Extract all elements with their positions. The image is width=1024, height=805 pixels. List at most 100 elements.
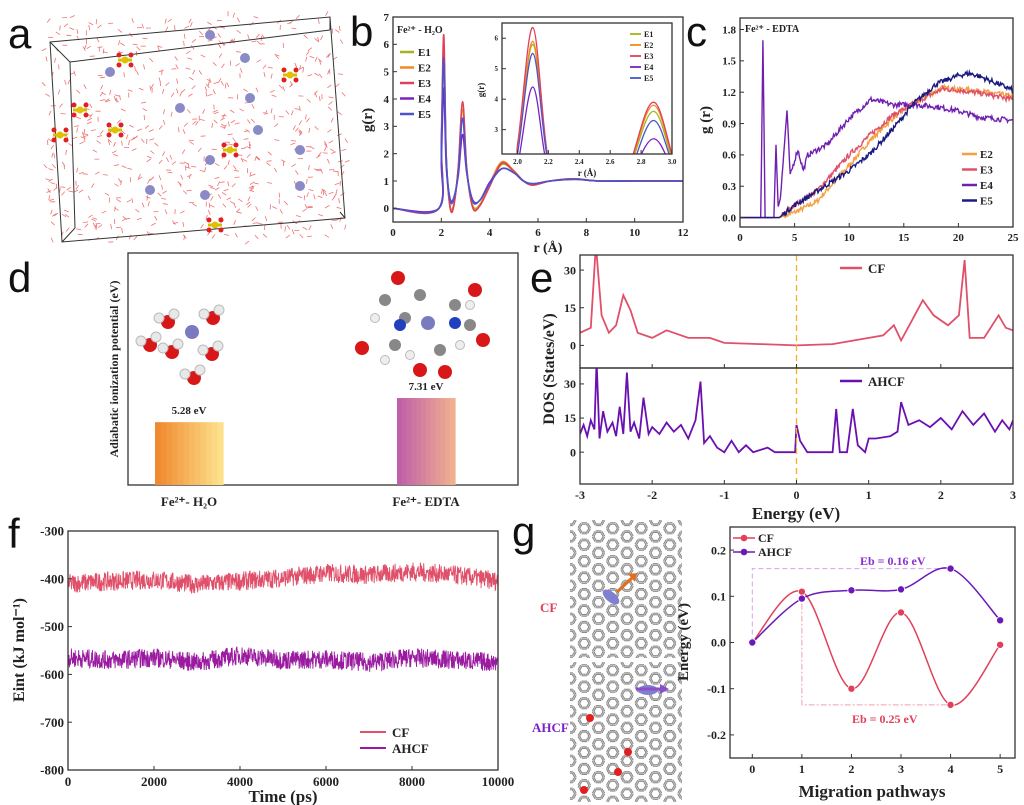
- oxygen-atom: [118, 132, 124, 138]
- fe-ion: [205, 155, 215, 165]
- inset-series-line-E4: [519, 86, 667, 154]
- legend-label-E3: E3: [980, 165, 993, 177]
- fe-ion: [295, 181, 305, 191]
- x-tick-label: 3: [898, 762, 904, 776]
- x-tick-label: 2: [439, 227, 445, 239]
- y-tick-label: 0: [570, 339, 576, 353]
- fe-ion: [105, 67, 115, 77]
- x-tick-label: 5: [997, 762, 1003, 776]
- x-tick-label: 8000: [399, 774, 425, 789]
- inset-legend-label-E2: E2: [644, 41, 653, 50]
- bar-0-segment: [194, 422, 201, 485]
- bar-0-segment: [211, 422, 218, 485]
- y-tick-label: 0.0: [722, 212, 736, 224]
- y-tick-label: 6: [384, 39, 390, 51]
- panel-letter-e: e: [530, 254, 553, 301]
- x-tick-label: 0: [737, 232, 743, 244]
- bar-1-segment: [397, 398, 403, 485]
- hydrogen-atom: [212, 340, 224, 352]
- oxygen-atom: [221, 142, 227, 148]
- y-tick-label: 30: [564, 377, 576, 391]
- y-tick-label: 4: [384, 94, 390, 106]
- x-tick-label: 20: [953, 232, 965, 244]
- oxygen-atom: [218, 227, 224, 233]
- dos-line-CF: [580, 255, 1013, 347]
- fe-ion: [175, 103, 185, 113]
- oxygen-atom: [63, 137, 69, 143]
- inset-ylabel: g(r): [476, 83, 486, 98]
- legend-marker-AHCF: [740, 548, 748, 556]
- chart-g-ylabel: Energy (eV): [676, 603, 692, 681]
- y-tick-label: 2: [384, 149, 390, 161]
- oxygen-atom: [128, 62, 134, 68]
- legend-marker-CF: [740, 534, 748, 542]
- oxygen-atom: [413, 363, 427, 377]
- graphene-sheet-cf: [570, 520, 682, 658]
- oxygen-atom: [476, 333, 490, 347]
- hydrogen-atom: [179, 368, 191, 380]
- x-tick-label: -1: [719, 488, 729, 502]
- series-line-E3: [740, 84, 1013, 219]
- oxygen-atom: [206, 227, 212, 233]
- chart-c-frame: [739, 17, 1014, 228]
- y-tick-label: -400: [40, 571, 64, 586]
- x-tick-label: 0: [749, 762, 755, 776]
- bar-1-segment: [421, 398, 427, 485]
- inset-legend-label-E1: E1: [644, 30, 653, 39]
- y-tick-label: 1.2: [722, 87, 736, 99]
- arrow-head-cf-icon: [628, 573, 637, 582]
- inset-series-line-E1: [516, 43, 672, 154]
- x-tick-label: 1: [866, 488, 872, 502]
- legend-label-E4: E4: [418, 94, 431, 106]
- inset-xlabel: r (Å): [578, 168, 597, 178]
- inset-series-line-E2: [516, 40, 672, 154]
- y-tick-label: 5: [384, 67, 390, 79]
- legend-label-E1: E1: [418, 47, 431, 59]
- hydrogen-atom: [150, 331, 162, 343]
- panel-letter-g: g: [512, 508, 535, 555]
- bar-1-segment: [440, 398, 446, 485]
- sulfur-atom: [286, 71, 294, 79]
- panel-letter-c: c: [686, 8, 707, 55]
- x-tick-label: 8: [584, 227, 590, 239]
- y-tick-label: 0: [384, 203, 390, 215]
- y-tick-label: 0: [570, 445, 576, 459]
- legend-label-AHCF: AHCF: [392, 741, 429, 756]
- nitrogen-atom: [449, 317, 461, 329]
- hydrogen-atom: [455, 340, 465, 350]
- series-line-AHCF: [68, 646, 498, 672]
- dos-line-AHCF: [580, 368, 1013, 454]
- ion-cf: [602, 589, 620, 605]
- fe-ion: [200, 190, 210, 200]
- oxygen-atom: [221, 152, 227, 158]
- nitrogen-atom: [394, 319, 406, 331]
- barrier-guide-cf: [801, 591, 951, 706]
- hydrogen-atom: [172, 338, 184, 350]
- chart-g-xlabel: Migration pathways: [799, 782, 946, 801]
- panel-letter-f: f: [8, 510, 20, 557]
- data-point-CF: [897, 608, 906, 617]
- data-point-CF: [946, 700, 955, 709]
- chart-g-migration-energy: 0 1 2 3 4 5 -0.2 -0.1 0.0 0.1 0.2 Migration pathway…: [532, 526, 1016, 801]
- chart-f-ylabel: Eint (kJ mol⁻¹): [11, 598, 28, 702]
- barrier-annotation-ahcf: Eb = 0.16 eV: [860, 554, 926, 568]
- oxygen-atom: [71, 112, 77, 118]
- chart-c-rdf-edta: 0 5 10 15 20 25 0.0 0.3 0.6 0.9 1.2 1.5 1.8 g (r) Fe²⁺…: [698, 17, 1019, 244]
- oxygen-atom: [580, 786, 588, 794]
- bar-1-segment: [435, 398, 442, 485]
- legend-label-E5: E5: [418, 109, 431, 121]
- y-tick-label: 1.5: [722, 56, 736, 68]
- carbon-atom: [464, 319, 476, 331]
- hydrogen-atom: [405, 350, 415, 360]
- bar-data-label: 7.31 eV: [409, 381, 444, 393]
- chart-e-xlabel: Energy (eV): [752, 504, 840, 523]
- panel-letter-d: d: [8, 254, 31, 301]
- fe-ion: [185, 325, 199, 339]
- data-point-AHCF: [996, 616, 1005, 625]
- oxygen-atom: [83, 102, 89, 108]
- chart-b-xlabel: r (Å): [534, 240, 563, 256]
- fe-ion: [240, 53, 250, 63]
- y-tick-label: 0.0: [711, 636, 726, 650]
